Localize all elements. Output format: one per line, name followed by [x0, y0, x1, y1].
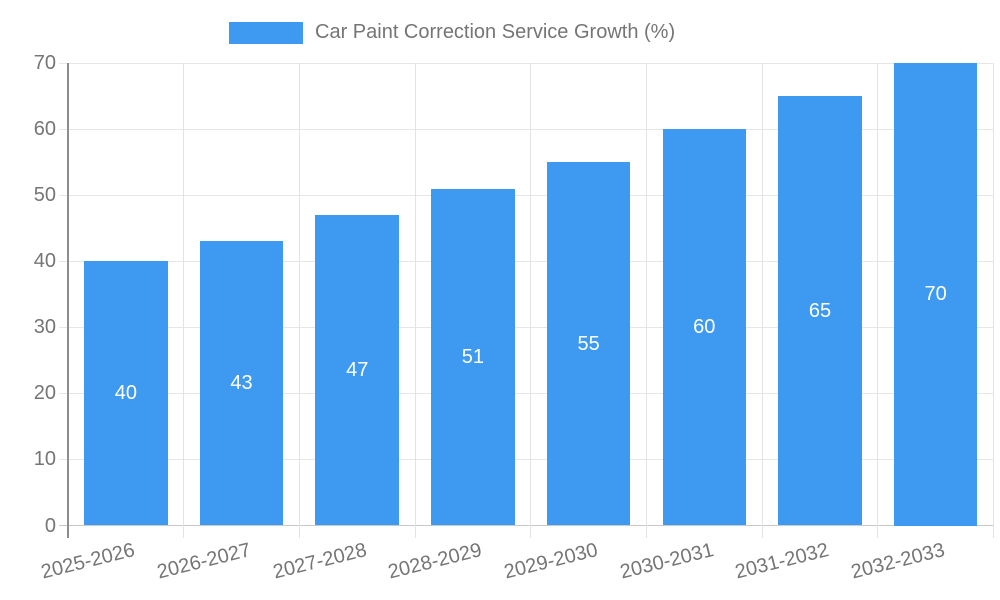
x-axis-tick-label: 2030-2031 [617, 539, 716, 584]
y-gridline [59, 128, 994, 130]
y-axis-tick-label: 10 [33, 448, 56, 471]
y-axis-tick-label: 70 [33, 52, 56, 74]
bar-2030-2031[interactable]: 60 [662, 129, 747, 526]
y-gridline [59, 194, 994, 196]
x-gridline [877, 63, 879, 538]
bar-value-label: 55 [577, 332, 600, 355]
bar-2028-2029[interactable]: 51 [431, 188, 515, 526]
bar-2027-2028[interactable]: 47 [315, 214, 399, 526]
x-gridline [993, 63, 994, 538]
bar-value-label: 65 [808, 299, 832, 322]
bar-value-label: 43 [230, 372, 253, 395]
y-axis-tick-label: 20 [33, 382, 56, 405]
bar-value-label: 60 [693, 316, 716, 339]
y-gridline [59, 392, 994, 394]
legend-series-label: Car Paint Correction Service Growth (%) [315, 21, 676, 43]
x-axis-tick-label: 2029-2030 [501, 539, 600, 584]
y-gridline [59, 458, 994, 460]
x-gridline [530, 63, 532, 538]
y-axis-tick-label: 60 [33, 118, 56, 141]
bar-2029-2030[interactable]: 55 [546, 162, 631, 526]
legend-color-swatch [229, 21, 303, 44]
x-axis-tick-label: 2026-2027 [154, 539, 253, 584]
bar-2032-2033[interactable]: 70 [893, 63, 978, 526]
y-gridline [59, 260, 994, 262]
bar-value-label: 40 [114, 382, 137, 405]
bar-2031-2032[interactable]: 65 [778, 96, 862, 526]
bar-2025-2026[interactable]: 40 [84, 261, 168, 526]
x-gridline [645, 63, 647, 538]
x-axis-tick-label: 2025-2026 [39, 539, 138, 584]
bar-2026-2027[interactable]: 43 [199, 241, 284, 526]
x-axis-tick-label: 2027-2028 [270, 539, 369, 584]
y-axis-tick-label: 50 [33, 184, 56, 207]
bar-value-label: 70 [924, 283, 947, 306]
y-gridline [59, 62, 994, 64]
bar-value-label: 47 [346, 359, 369, 382]
y-axis-tick-label: 0 [44, 514, 56, 537]
x-gridline [298, 63, 300, 538]
x-axis-tick-label: 2031-2032 [733, 539, 832, 584]
x-axis-tick-label: 2028-2029 [386, 539, 485, 584]
y-axis-line [67, 63, 69, 538]
x-gridline [414, 63, 416, 538]
y-axis-tick-label: 40 [33, 250, 56, 273]
chart-legend[interactable]: Car Paint Correction Service Growth (%) [229, 21, 675, 44]
y-axis-tick-label: 30 [33, 316, 56, 339]
x-axis-tick-label: 2032-2033 [848, 539, 947, 584]
x-gridline [183, 63, 185, 538]
x-gridline [761, 63, 763, 538]
y-gridline [59, 326, 994, 328]
bar-value-label: 51 [461, 346, 485, 368]
y-gridline [59, 525, 994, 526]
